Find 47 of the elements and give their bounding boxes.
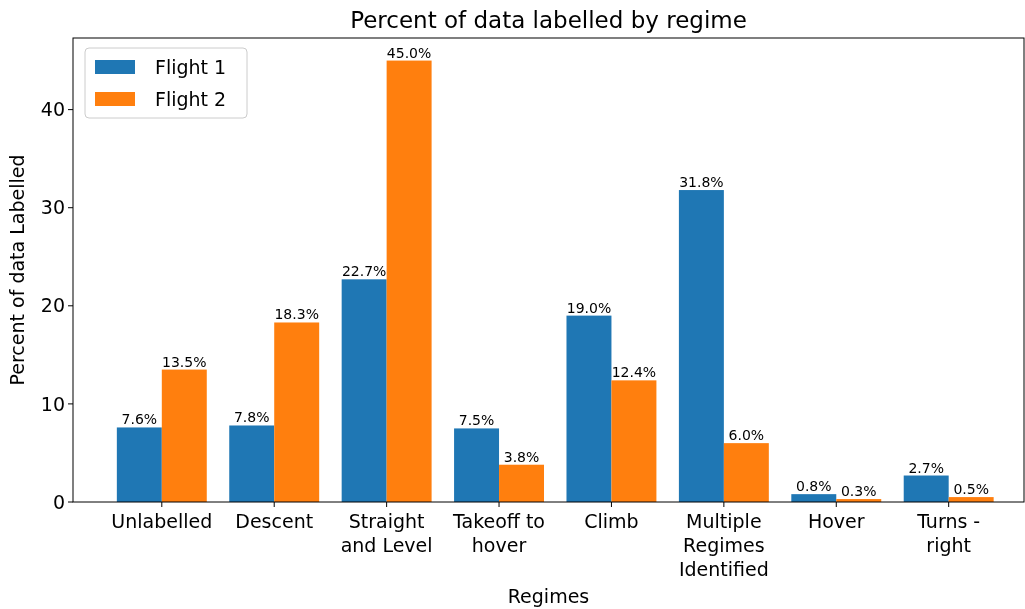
data-label: 0.8%: [796, 478, 832, 495]
bar: [161, 369, 207, 502]
x-tick-label: Takeoff to hover: [452, 510, 546, 556]
x-tick-label: Hover: [807, 510, 865, 532]
y-axis-title: Percent of data Labelled: [6, 154, 28, 386]
data-label: 13.5%: [162, 353, 207, 370]
bar: [566, 315, 612, 502]
data-label: 7.5%: [458, 412, 495, 429]
data-label: 12.4%: [611, 364, 657, 381]
x-tick-label: Descent: [235, 510, 314, 532]
x-tick-label: Unlabelled: [111, 510, 213, 532]
y-tick-label: 0: [52, 490, 65, 513]
x-axis-title: Regimes: [507, 585, 590, 607]
data-label: 3.8%: [503, 448, 540, 465]
data-label: 22.7%: [341, 263, 387, 280]
data-label: 19.0%: [566, 299, 612, 316]
y-tick-label: 30: [40, 196, 65, 219]
data-label: 0.3%: [840, 483, 877, 500]
data-label: 0.5%: [953, 481, 989, 498]
bar: [499, 464, 544, 502]
data-label: 18.3%: [274, 306, 319, 323]
bar: [903, 475, 949, 502]
x-tick-label: Climb: [584, 510, 639, 532]
legend-label: Flight 2: [155, 87, 227, 110]
bar: [678, 190, 724, 502]
bar: [341, 279, 387, 502]
bar: [454, 428, 500, 502]
bar: [229, 425, 275, 502]
data-label: 6.0%: [728, 427, 765, 444]
data-label: 45.0%: [386, 44, 432, 61]
x-tick-label: Turns - right: [916, 510, 981, 556]
legend-label: Flight 1: [155, 55, 227, 78]
bar: [611, 380, 657, 502]
x-tick-label: Straight and Level: [340, 510, 433, 556]
bar: [274, 322, 320, 502]
bar: [386, 60, 432, 502]
data-label: 31.8%: [679, 174, 724, 191]
data-label: 7.6%: [121, 411, 158, 428]
y-tick-label: 10: [40, 392, 65, 415]
data-label: 7.8%: [233, 409, 270, 426]
bar: [116, 427, 162, 502]
y-tick-label: 40: [40, 98, 65, 121]
x-tick-label: Multiple Regimes Identified: [678, 510, 769, 580]
data-label: 2.7%: [908, 459, 944, 476]
chart-title: Percent of data labelled by regime: [350, 7, 747, 33]
bar: [723, 443, 769, 502]
y-tick-label: 20: [40, 294, 65, 317]
